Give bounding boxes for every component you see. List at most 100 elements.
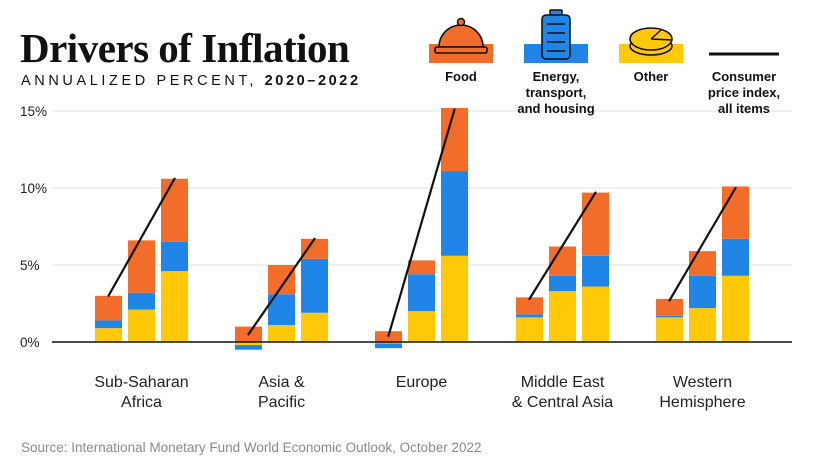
bar-segment-energy xyxy=(128,292,155,310)
bar-segment-other xyxy=(722,275,749,342)
category-labels: Sub-Saharan Africa Asia & Pacific Europe Midd… xyxy=(94,374,745,411)
pie-slice-cut xyxy=(650,29,673,41)
legend-label: Food xyxy=(445,69,477,84)
cpi-line xyxy=(107,177,176,297)
y-tick-label: 0% xyxy=(20,335,40,350)
cloche-knob xyxy=(456,17,466,27)
bar-segment-energy xyxy=(301,258,328,313)
cpi-lines xyxy=(107,108,737,337)
category-label-line: Sub-Saharan xyxy=(94,374,188,391)
legend-label-line: all items xyxy=(718,101,770,116)
bar-segment-food xyxy=(656,298,683,316)
legend-label: Consumer price index, all items xyxy=(708,69,780,116)
bar-segment-energy xyxy=(161,241,188,272)
category-label: Middle East & Central Asia xyxy=(512,374,613,411)
category-label-line: Pacific xyxy=(258,394,305,411)
bar-segment-energy xyxy=(441,171,468,256)
bar-segment-food xyxy=(722,186,749,239)
category-label: Western Hemisphere xyxy=(659,374,745,411)
cpi-line xyxy=(247,237,316,336)
bar-segment-other xyxy=(516,317,543,342)
battery-body xyxy=(541,14,571,60)
subtitle-years: 2020–2022 xyxy=(264,73,361,89)
legend-label-line: transport, xyxy=(526,85,587,100)
legend-item-energy: Energy, transport, and housing xyxy=(517,9,595,116)
category-label-line: Africa xyxy=(121,394,162,411)
chart-subtitle: ANNUALIZED PERCENT, 2020–2022 xyxy=(21,73,361,89)
chart-title: Drivers of Inflation xyxy=(20,25,350,71)
legend-item-food: Food xyxy=(429,17,493,84)
bar-segment-energy xyxy=(235,345,262,350)
y-tick-label: 15% xyxy=(20,104,47,119)
bar-group xyxy=(95,178,188,342)
legend-label: Energy, transport, and housing xyxy=(517,69,594,116)
bar-group xyxy=(235,238,328,350)
subtitle-text: ANNUALIZED PERCENT, xyxy=(21,73,265,89)
bar-segment-other xyxy=(549,291,576,342)
cpi-line xyxy=(668,186,737,302)
bar-segment-energy xyxy=(375,343,402,349)
bar-segment-food xyxy=(128,240,155,293)
bar-segment-food xyxy=(161,178,188,242)
bar-segment-food xyxy=(408,260,435,275)
legend-label-line: Food xyxy=(445,69,477,84)
category-label-line: Western xyxy=(673,374,732,391)
bar-segment-other xyxy=(235,342,262,346)
bar-segment-other xyxy=(656,317,683,342)
bar-segment-energy xyxy=(95,320,122,329)
category-label-line: Europe xyxy=(396,374,448,391)
cloche-dome xyxy=(438,24,484,48)
bar-segment-food xyxy=(516,297,543,315)
bar-segment-other xyxy=(408,311,435,342)
bar-segment-other xyxy=(301,312,328,342)
bar-segment-other xyxy=(441,255,468,342)
category-label-line: Middle East xyxy=(521,374,605,391)
cpi-line xyxy=(528,191,597,300)
bar-segment-other xyxy=(375,342,402,344)
legend: Food Energy, transport, and housing Other Con… xyxy=(429,9,780,116)
category-label: Sub-Saharan Africa xyxy=(94,374,188,411)
bar-segment-food xyxy=(268,265,295,295)
legend-label-line: Consumer xyxy=(712,69,776,84)
bar-segment-other xyxy=(268,325,295,342)
bar-group xyxy=(375,107,468,349)
bar-segment-energy xyxy=(582,255,609,287)
y-tick-label: 10% xyxy=(20,181,47,196)
bar-segment-energy xyxy=(689,275,716,309)
bar-group xyxy=(656,186,749,342)
source-note: Source: International Monetary Fund Worl… xyxy=(21,440,482,455)
bar-segment-energy xyxy=(516,314,543,318)
pie-icon xyxy=(629,27,673,56)
stacked-bars xyxy=(95,107,749,350)
legend-label-line: Energy, xyxy=(533,69,580,84)
bar-segment-other xyxy=(582,286,609,342)
category-label-line: Hemisphere xyxy=(659,394,745,411)
bar-segment-other xyxy=(161,271,188,342)
legend-label-line: price index, xyxy=(708,85,780,100)
bar-segment-energy xyxy=(549,275,576,292)
cloche-icon xyxy=(434,17,488,54)
battery-icon xyxy=(541,9,571,60)
bar-segment-food xyxy=(582,192,609,256)
bar-segment-other xyxy=(95,328,122,342)
category-label: Asia & Pacific xyxy=(258,374,305,411)
legend-label: Other xyxy=(634,69,669,84)
bar-segment-food xyxy=(689,251,716,276)
bar-group xyxy=(516,192,609,342)
bar-segment-energy xyxy=(656,315,683,318)
category-label: Europe xyxy=(396,374,448,391)
legend-label-line: Other xyxy=(634,69,669,84)
y-tick-label: 5% xyxy=(20,258,40,273)
category-label-line: Asia & xyxy=(258,374,305,391)
cpi-line xyxy=(387,108,456,337)
bar-segment-energy xyxy=(722,238,749,276)
category-label-line: & Central Asia xyxy=(512,394,613,411)
bar-segment-other xyxy=(689,308,716,342)
bar-segment-food xyxy=(95,295,122,321)
legend-item-cpi: Consumer price index, all items xyxy=(708,52,780,116)
cloche-plate xyxy=(434,46,488,54)
bar-segment-energy xyxy=(408,274,435,312)
y-axis-ticks: 0% 5% 10% 15% xyxy=(20,104,47,350)
bar-segment-food xyxy=(301,238,328,259)
